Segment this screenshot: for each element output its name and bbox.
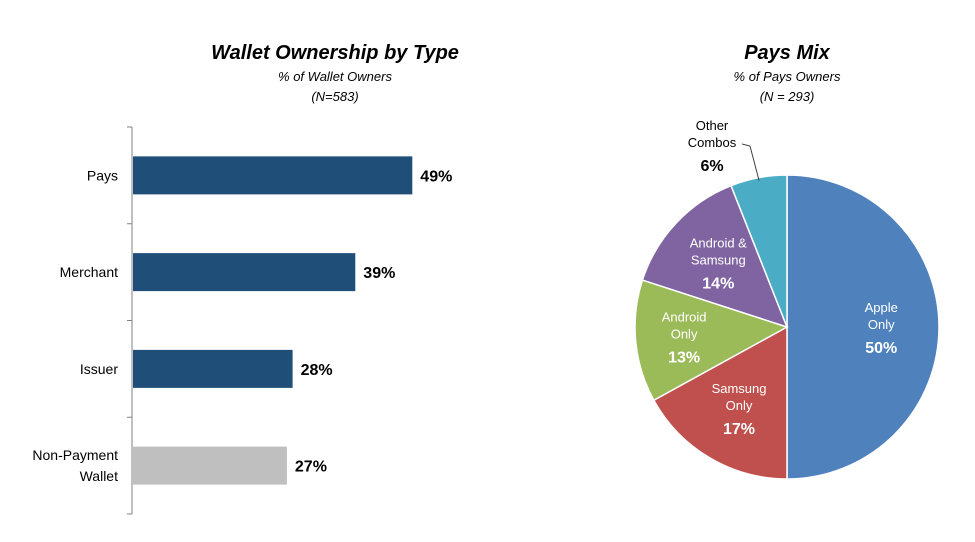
pie-category-label: Only: [726, 398, 753, 413]
bar-chart-ticks: [127, 126, 132, 515]
bar-value-label: 27%: [295, 459, 327, 476]
pie-chart: Pays Mix % of Pays Owners (N = 293) Appl…: [634, 42, 940, 480]
category-label: Non-Payment Wallet: [32, 447, 118, 484]
pie-category-label: Samsung: [712, 381, 767, 396]
pie-chart-slices: [634, 174, 940, 480]
pie-slice-label: Android & Samsung 14%: [690, 235, 747, 292]
category-label: Issuer: [80, 361, 118, 377]
pie-value-label: 14%: [702, 275, 734, 292]
pie-category-label: Android &: [690, 235, 747, 250]
bar: [133, 446, 287, 485]
pie-slice-label: Samsung Only 17%: [712, 381, 767, 438]
pie-slice-label: Other Combos 6%: [688, 118, 737, 175]
pie-chart-subtitle: % of Pays Owners: [734, 69, 841, 84]
pie-slice: [786, 174, 940, 480]
pie-category-label: Android: [662, 310, 707, 325]
pie-category-label: Other: [696, 118, 729, 133]
bar-value-label: 39%: [363, 265, 395, 282]
pie-value-label: 50%: [865, 340, 897, 357]
bar-chart-sample-size: (N=583): [311, 89, 358, 104]
bar-chart-subtitle: % of Wallet Owners: [278, 69, 392, 84]
bar: [133, 253, 356, 292]
pie-category-label: Apple: [865, 300, 898, 315]
pie-slice-label: Apple Only 50%: [865, 300, 898, 357]
pie-category-label: Only: [671, 327, 698, 342]
pie-slice: [652, 325, 788, 480]
pie-slice: [641, 184, 789, 329]
bar-chart-title: Wallet Ownership by Type: [211, 42, 459, 64]
pie-value-label: 13%: [668, 350, 700, 367]
pie-slice: [634, 279, 789, 402]
pie-value-label: 6%: [700, 158, 723, 175]
bar-chart: Wallet Ownership by Type % of Wallet Own…: [32, 42, 459, 515]
pie-value-label: 17%: [723, 421, 755, 438]
pie-chart-labels: Apple Only 50% Samsung Only 17% Android Only 13%…: [662, 118, 898, 438]
bar: [133, 349, 293, 388]
bar-value-label: 28%: [301, 362, 333, 379]
pie-slice-label: Android Only 13%: [662, 310, 707, 367]
pie-leader-line: [741, 143, 760, 181]
bar-value-label: 49%: [420, 168, 452, 185]
pie-chart-sample-size: (N = 293): [760, 89, 815, 104]
category-label: Pays: [87, 167, 118, 183]
pie-category-label: Only: [868, 317, 895, 332]
pie-category-label: Samsung: [691, 252, 746, 267]
pie-chart-title: Pays Mix: [744, 42, 830, 64]
bar-chart-bars: Pays 49% Merchant 39% Issuer 28% Non-Payment Wa…: [32, 156, 452, 485]
bar: [133, 156, 413, 195]
pie-category-label: Combos: [688, 135, 737, 150]
category-label: Merchant: [60, 264, 118, 280]
